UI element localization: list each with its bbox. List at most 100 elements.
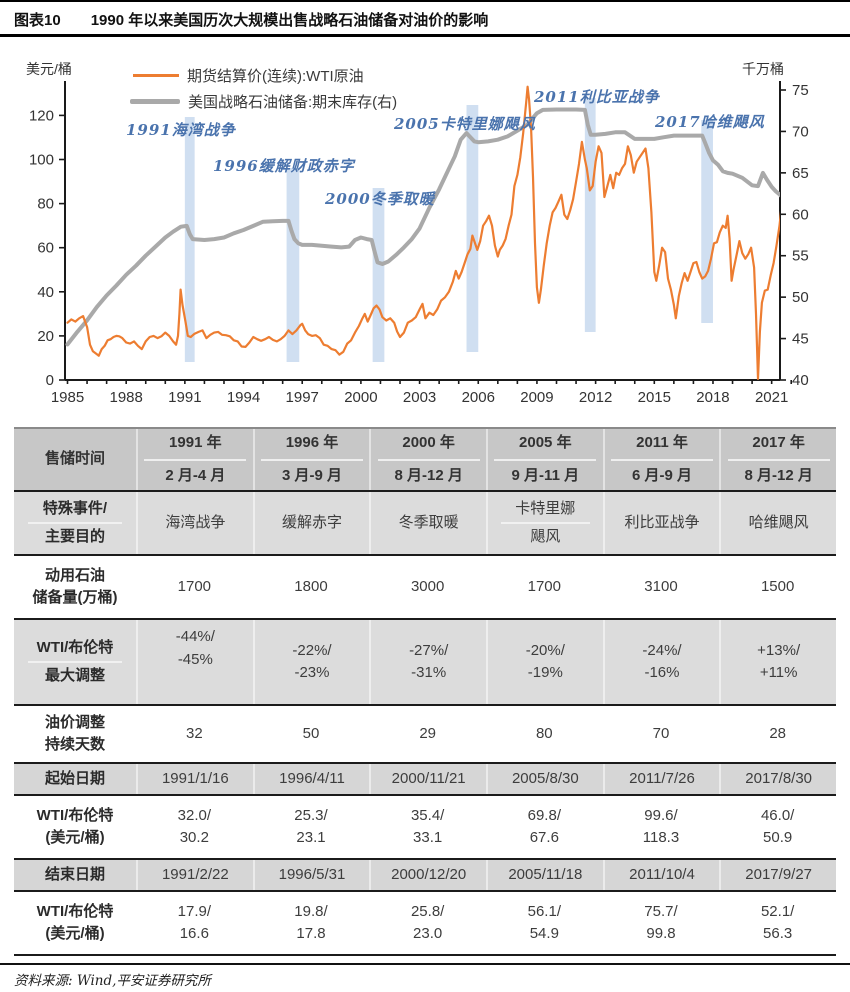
cell-line: 1996/4/11 [279,769,345,787]
header-months: 2 月-4 月 [165,466,226,484]
cell-line: 32 [185,724,203,742]
axis-ticks [59,89,793,384]
header-period-cell: 2000 年 8 月-12 月 [369,429,486,490]
table-row: 油价调整 持续天数 32 50 29 80 70 28 [14,704,836,762]
table-cell: 25.3/23.1 [253,796,370,858]
table-row: WTI/布伦特 (美元/桶) 17.9/16.6 19.8/17.8 25.8/23.0… [14,890,836,954]
cell-line: 油价调整 [44,713,105,731]
table-cell: 缓解赤字 [252,492,370,554]
table-cell: 2017/8/30 [719,764,836,794]
header-year: 2000 年 [377,432,480,461]
cell-line: 75.7/ [644,902,678,920]
svg-text:2003: 2003 [403,389,436,405]
cell-line: 哈维飓风 [748,513,809,531]
cell-line: 1800 [294,577,328,595]
annotation-2011-libya: 2011利比亚战争 [534,88,660,106]
annotation-2017-harvey: 2017哈维飓风 [655,113,765,131]
table-cell: 2005/11/18 [485,860,603,890]
cell-line: 32.0/ [177,806,212,824]
cell-line: WTI/布伦特 [27,637,123,663]
cell-line: WTI/布伦特 [36,902,114,920]
cell-line: 52.1/ [760,902,795,920]
legend-label-wti: 期货结算价(连续):WTI原油 [187,68,364,85]
svg-text:2012: 2012 [579,389,612,405]
cell-line: 28 [769,724,786,742]
cell-line: 17.8 [296,925,326,942]
cell-line: 结束日期 [44,865,105,883]
cell-line: 1996/5/31 [278,865,346,883]
cell-line: -16% [644,664,680,681]
chart-canvas: 0 20 40 60 80 100 120 40 45 50 55 60 65 70 75 1985 1988 1… [29,81,809,405]
cell-line: 56.1/ [527,902,561,920]
cell-line: 50 [302,724,320,742]
cell-line: 99.8 [646,925,676,942]
header-year: 2011 年 [611,432,713,461]
wti-price-line [66,85,780,380]
cell-line: 23.1 [296,829,326,846]
row-label: 结束日期 [14,860,136,890]
cell-line: (美元/桶) [45,925,105,942]
table-cell: 1700 [486,556,603,618]
table-cell: 哈维飓风 [719,492,836,554]
wti-line-swatch [133,74,179,77]
cell-line: 118.3 [642,829,680,846]
spr-inventory-line [65,107,780,347]
table-cell: 1500 [719,556,836,618]
cell-line: 3100 [644,577,678,595]
svg-text:1985: 1985 [51,389,84,405]
svg-text:2000: 2000 [344,389,377,405]
header-period-cell: 2017 年 8 月-12 月 [719,429,836,490]
table-cell: 50 [253,706,370,762]
cell-line: (美元/桶) [45,829,105,846]
cell-line: 2017/9/27 [745,865,813,883]
cell-line: -27%/ [409,641,449,659]
cell-line: 56.3 [763,925,793,942]
svg-text:2009: 2009 [520,389,553,405]
table-row: 结束日期 1991/2/22 1996/5/31 2000/12/20 2005/11/… [14,858,836,890]
table-row: WTI/布伦特 最大调整 -44%/-45% -22%/-23% -27%/-31% -2… [14,618,836,704]
table-cell: 75.7/99.8 [603,892,720,954]
cell-line: 动用石油 [44,566,105,584]
legend-item-wti: 期货结算价(连续):WTI原油 [133,65,364,86]
cell-line: 2005/8/30 [511,769,579,787]
svg-text:40: 40 [37,284,54,301]
header-year: 2005 年 [494,432,597,461]
svg-text:0: 0 [46,372,54,389]
svg-text:60: 60 [792,206,809,223]
cell-line: 3000 [410,577,445,595]
table-cell: 25.8/23.0 [369,892,486,954]
header-year: 1991 年 [144,432,247,461]
header-months: 6 月-9 月 [631,466,692,484]
table-cell: 2000/11/21 [369,764,486,794]
annotation-2005-katrina: 2005卡特里娜飓风 [394,115,536,133]
figure-header: 图表10 1990 年以来美国历次大规模出售战略石油储备对油价的影响 [0,0,850,37]
cell-line: 54.9 [529,925,559,942]
table-cell: -24%/ -16% [602,620,720,704]
svg-text:1997: 1997 [286,389,319,405]
annotation-2000-winter-heating: 2000冬季取暖 [325,190,435,208]
cell-line: 2000/12/20 [391,865,467,883]
cell-line: 1991/2/22 [161,865,229,883]
table-cell: 32.0/30.2 [136,796,253,858]
sale-band-2005 [466,105,479,352]
cell-line: WTI/布伦特 [36,806,114,824]
cell-line: -31% [411,664,447,681]
cell-line: 2011/10/4 [629,865,695,883]
table-cell: 99.6/118.3 [603,796,720,858]
header-period-cell: 2011 年 6 月-9 月 [602,429,720,490]
cell-line: -19% [527,664,563,681]
table-cell: 3100 [603,556,720,618]
table-cell: 1800 [253,556,370,618]
row-label: WTI/布伦特 (美元/桶) [14,892,136,954]
table-cell: 29 [369,706,486,762]
cell-line: +11% [759,664,798,681]
legend-label-spr: 美国战略石油储备:期末库存(右) [188,94,398,111]
svg-text:2021: 2021 [755,389,788,405]
left-axis-unit-label: 美元/桶 [26,61,72,77]
table-cell: 17.9/16.6 [136,892,253,954]
row-label: 起始日期 [14,764,136,794]
cell-line: -45% [177,650,213,668]
table-cell: +13%/ +11% [719,620,836,704]
cell-line: 25.8/ [410,902,445,920]
spr-release-table: 售储时间 1991 年 2 月-4 月 1996 年 3 月-9 月 2000 年 8 月-… [14,427,836,956]
